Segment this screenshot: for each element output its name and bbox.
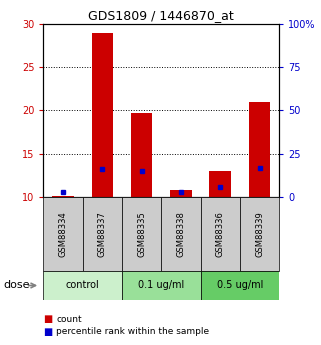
Text: control: control bbox=[66, 280, 100, 290]
FancyBboxPatch shape bbox=[201, 271, 279, 300]
Bar bbox=[249, 102, 270, 197]
Text: GSM88335: GSM88335 bbox=[137, 211, 146, 257]
FancyBboxPatch shape bbox=[43, 271, 122, 300]
Text: 0.5 ug/ml: 0.5 ug/ml bbox=[217, 280, 263, 290]
Text: 0.1 ug/ml: 0.1 ug/ml bbox=[138, 280, 185, 290]
FancyBboxPatch shape bbox=[240, 197, 279, 271]
Bar bbox=[170, 190, 192, 197]
Text: ■: ■ bbox=[43, 327, 53, 337]
Text: percentile rank within the sample: percentile rank within the sample bbox=[56, 327, 209, 336]
FancyBboxPatch shape bbox=[161, 197, 201, 271]
FancyBboxPatch shape bbox=[201, 197, 240, 271]
Text: GSM88339: GSM88339 bbox=[255, 211, 264, 257]
Text: dose: dose bbox=[3, 280, 30, 290]
Bar bbox=[210, 171, 231, 197]
FancyBboxPatch shape bbox=[83, 197, 122, 271]
Text: GSM88334: GSM88334 bbox=[58, 211, 67, 257]
FancyBboxPatch shape bbox=[122, 271, 201, 300]
Text: GSM88337: GSM88337 bbox=[98, 211, 107, 257]
Text: GSM88338: GSM88338 bbox=[177, 211, 186, 257]
FancyBboxPatch shape bbox=[122, 197, 161, 271]
Bar bbox=[52, 196, 74, 197]
Text: ■: ■ bbox=[43, 314, 53, 324]
Text: count: count bbox=[56, 315, 82, 324]
Text: GSM88336: GSM88336 bbox=[216, 211, 225, 257]
FancyBboxPatch shape bbox=[43, 197, 83, 271]
Bar bbox=[131, 113, 152, 197]
Text: GDS1809 / 1446870_at: GDS1809 / 1446870_at bbox=[88, 9, 233, 22]
Bar bbox=[91, 33, 113, 197]
